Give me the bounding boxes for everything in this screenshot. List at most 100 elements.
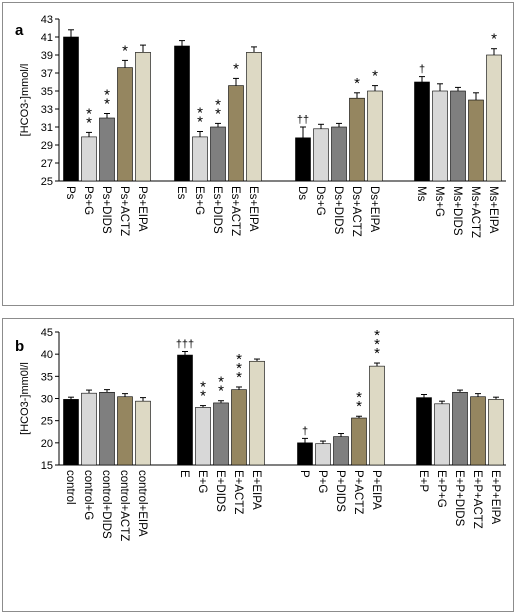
bar	[174, 45, 190, 182]
significance-annotation: * *	[200, 379, 206, 405]
x-tick-label: control+EIPA	[136, 470, 148, 537]
bar	[177, 354, 193, 466]
bar	[135, 400, 151, 466]
significance-annotation: * *	[215, 96, 221, 122]
x-tick-label: Ds+DIDS	[332, 186, 344, 235]
y-tick-label: 29	[41, 140, 53, 152]
significance-annotation: * *	[86, 105, 92, 131]
significance-annotation: *	[354, 75, 360, 92]
y-tick-label: 41	[41, 32, 53, 44]
y-tick-label: 27	[41, 158, 53, 170]
bar	[295, 137, 311, 182]
bar	[367, 90, 383, 182]
bar	[63, 36, 79, 182]
y-tick-label: 25	[41, 416, 53, 428]
x-tick-label: E+P	[417, 470, 429, 492]
y-tick-label: 30	[41, 394, 53, 406]
x-tick-label: Ms+G	[433, 186, 445, 217]
x-tick-label: Ps+DIDS	[100, 186, 112, 234]
significance-annotation: *	[122, 42, 128, 59]
bar	[246, 51, 262, 182]
significance-annotation: * * *	[236, 351, 242, 386]
x-tick-label: Ds+EIPA	[368, 186, 380, 232]
bar	[486, 54, 502, 182]
x-tick-label: P+DIDS	[334, 470, 346, 512]
y-tick-label: 45	[41, 327, 53, 339]
bar	[313, 128, 329, 182]
x-tick-label: E+P+EIPA	[489, 470, 501, 524]
x-tick-label: P+EIPA	[370, 470, 382, 510]
x-tick-label: Es+ACTZ	[229, 186, 241, 236]
x-tick-label: E+P+G	[435, 470, 447, 508]
bar	[192, 136, 208, 182]
x-tick-label: Ps	[64, 186, 76, 200]
bar	[416, 397, 432, 466]
x-tick-label: control+DIDS	[100, 470, 112, 539]
bar	[351, 417, 367, 466]
bar	[228, 85, 244, 182]
y-tick-label: 43	[41, 14, 53, 26]
y-tick-label: 37	[41, 68, 53, 80]
x-tick-label: E+DIDS	[214, 470, 226, 512]
x-tick-label: Ms+DIDS	[451, 186, 463, 236]
significance-annotation: *	[372, 68, 378, 85]
significance-annotation: †††	[176, 339, 194, 351]
y-tick-label: 31	[41, 122, 53, 134]
bar	[470, 396, 486, 466]
y-tick-label: 15	[41, 460, 53, 472]
significance-annotation: * *	[197, 105, 203, 131]
bar	[369, 365, 385, 466]
bar	[432, 90, 448, 182]
x-tick-label: Ds+G	[314, 186, 326, 216]
bar	[450, 90, 466, 182]
y-tick-label: 33	[41, 104, 53, 116]
significance-annotation: *	[491, 31, 497, 48]
bar	[414, 81, 430, 182]
y-tick-label: 20	[41, 438, 53, 450]
x-tick-label: Ps+EIPA	[136, 186, 148, 232]
x-tick-label: Ps+ACTZ	[118, 186, 130, 236]
bar-chart-b: b [HCO3-]mm0l/l 15 20 25 30 35 40 45 control contr…	[15, 327, 506, 541]
y-tick-label: 40	[41, 349, 53, 361]
bar	[99, 391, 115, 466]
bar	[99, 117, 115, 182]
x-tick-label: Es	[175, 186, 187, 200]
x-tick-label: P	[298, 470, 310, 478]
bar	[135, 51, 151, 182]
y-tick-label: 35	[41, 86, 53, 98]
x-tick-label: Ms	[415, 186, 427, 202]
bar	[210, 126, 226, 182]
bar	[333, 436, 349, 466]
x-tick-label: E+P+DIDS	[453, 470, 465, 527]
x-tick-label: E+G	[196, 470, 208, 493]
y-axis-title: [HCO3-]mm0l/l	[19, 362, 31, 435]
bar	[468, 99, 484, 182]
x-tick-label: control	[64, 470, 76, 505]
x-tick-label: Ms+EIPA	[487, 186, 499, 234]
x-tick-label: control+G	[82, 470, 94, 520]
x-tick-label: E+EIPA	[250, 470, 262, 510]
bar	[213, 402, 229, 466]
bar	[81, 392, 97, 466]
panel-label: a	[15, 22, 24, 39]
x-tick-label: Ps+G	[82, 186, 94, 215]
significance-annotation: * *	[218, 374, 224, 400]
x-tick-label: Es+G	[193, 186, 205, 215]
significance-annotation: ††	[297, 114, 309, 126]
bar	[488, 399, 504, 466]
x-tick-label: Es+DIDS	[211, 186, 223, 234]
bar	[249, 360, 265, 466]
x-tick-label: Ds+ACTZ	[350, 186, 362, 237]
x-tick-label: Ms+ACTZ	[469, 186, 481, 238]
y-tick-label: 35	[41, 371, 53, 383]
significance-annotation: * *	[356, 389, 362, 415]
bar	[315, 443, 331, 466]
y-axis-title: [HCO3-]mmol/l	[19, 64, 31, 137]
bar	[195, 407, 211, 466]
bar	[117, 396, 133, 466]
significance-annotation: †	[302, 425, 308, 437]
significance-annotation: †	[419, 64, 425, 76]
y-tick-label: 39	[41, 50, 53, 62]
significance-annotation: *	[233, 60, 239, 77]
bar	[297, 442, 313, 466]
